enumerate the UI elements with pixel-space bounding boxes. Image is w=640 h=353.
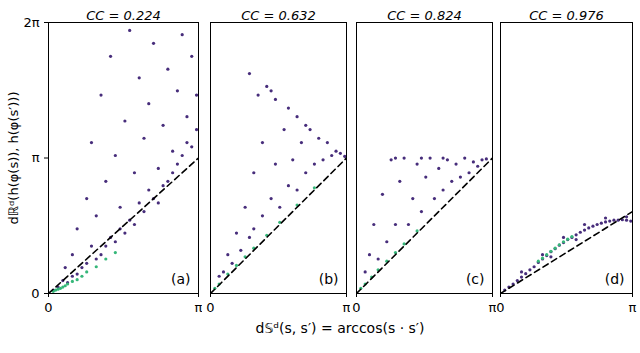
svg-text:CC = 0.632: CC = 0.632	[241, 8, 316, 23]
svg-text:π: π	[629, 300, 637, 315]
svg-text:2π: 2π	[23, 15, 39, 30]
svg-text:CC = 0.824: CC = 0.824	[387, 8, 462, 23]
html-text:d𝕊ᵈ(s, s′) = arccos(s · s′): d𝕊ᵈ(s, s′) = arccos(s · s′)	[255, 320, 425, 336]
svg-text:0: 0	[496, 300, 504, 315]
svg-text:0: 0	[206, 300, 214, 315]
svg-text:(c): (c)	[466, 271, 485, 287]
svg-text:CC = 0.976: CC = 0.976	[529, 8, 604, 23]
svg-text:π: π	[195, 300, 202, 315]
svg-text:(a): (a)	[171, 271, 191, 287]
svg-text:(d): (d)	[605, 271, 625, 287]
svg-text:π: π	[343, 300, 350, 315]
svg-text:CC = 0.224: CC = 0.224	[86, 8, 161, 23]
svg-text:0: 0	[352, 300, 360, 315]
svg-text:(b): (b)	[319, 271, 339, 287]
svg-text:dℝᵈ(h(φ(s)), h(φ(s′))): dℝᵈ(h(φ(s)), h(φ(s′)))	[6, 92, 21, 225]
svg-text:π: π	[489, 300, 496, 315]
svg-text:π: π	[32, 150, 40, 165]
svg-text:0: 0	[44, 300, 52, 315]
svg-text:0: 0	[31, 286, 39, 301]
